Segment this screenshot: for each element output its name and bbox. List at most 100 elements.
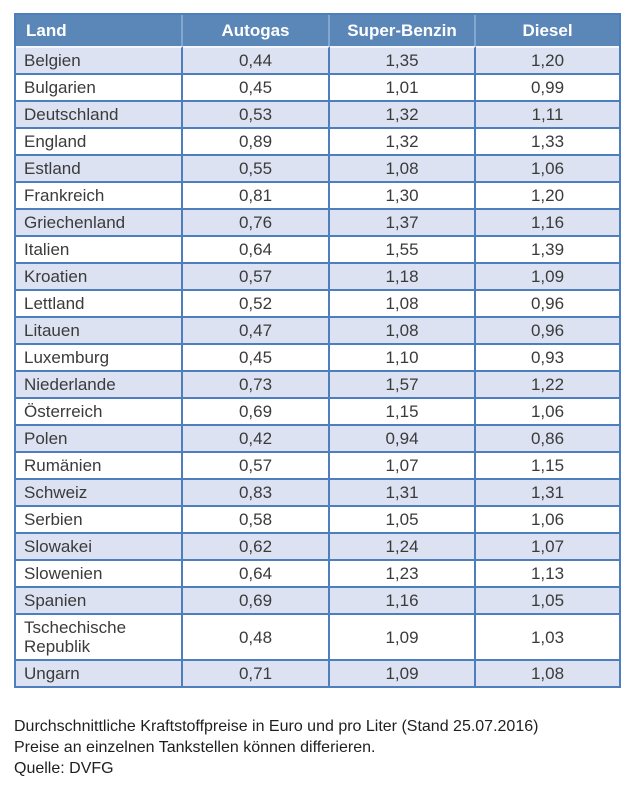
caption-line-title: Durchschnittliche Kraftstoffpreise in Eu… bbox=[14, 718, 539, 735]
cell-autogas: 0,45 bbox=[183, 73, 330, 100]
caption-line-note: Preise an einzelnen Tankstellen können d… bbox=[14, 739, 376, 756]
cell-super-benzin: 1,01 bbox=[330, 73, 476, 100]
cell-autogas: 0,57 bbox=[183, 451, 330, 478]
cell-autogas: 0,83 bbox=[183, 478, 330, 505]
table-row: Luxemburg 0,45 1,10 0,93 bbox=[16, 343, 619, 370]
cell-super-benzin: 1,35 bbox=[330, 46, 476, 73]
cell-super-benzin: 1,05 bbox=[330, 505, 476, 532]
cell-diesel: 1,13 bbox=[476, 559, 619, 586]
cell-autogas: 0,69 bbox=[183, 586, 330, 613]
cell-autogas: 0,44 bbox=[183, 46, 330, 73]
caption: Durchschnittliche Kraftstoffpreise in Eu… bbox=[14, 716, 538, 779]
fuel-price-table: Land Autogas Super-Benzin Diesel Belgien… bbox=[14, 13, 621, 688]
table-row: Italien 0,64 1,55 1,39 bbox=[16, 235, 619, 262]
column-header-diesel: Diesel bbox=[476, 15, 619, 46]
cell-land: Tschechische Republik bbox=[16, 613, 183, 659]
cell-autogas: 0,53 bbox=[183, 100, 330, 127]
header-row: Land Autogas Super-Benzin Diesel bbox=[16, 15, 619, 46]
table-row: Bulgarien 0,45 1,01 0,99 bbox=[16, 73, 619, 100]
cell-diesel: 1,08 bbox=[476, 659, 619, 686]
table-body: Belgien 0,44 1,35 1,20 Bulgarien 0,45 1,… bbox=[16, 46, 619, 686]
cell-super-benzin: 1,09 bbox=[330, 659, 476, 686]
table-row: Slowakei 0,62 1,24 1,07 bbox=[16, 532, 619, 559]
cell-land: Litauen bbox=[16, 316, 183, 343]
cell-autogas: 0,58 bbox=[183, 505, 330, 532]
table-row: Griechenland 0,76 1,37 1,16 bbox=[16, 208, 619, 235]
cell-diesel: 1,11 bbox=[476, 100, 619, 127]
cell-land: Rumänien bbox=[16, 451, 183, 478]
cell-land: Spanien bbox=[16, 586, 183, 613]
cell-super-benzin: 1,24 bbox=[330, 532, 476, 559]
cell-super-benzin: 1,07 bbox=[330, 451, 476, 478]
cell-diesel: 1,06 bbox=[476, 505, 619, 532]
table-row: Polen 0,42 0,94 0,86 bbox=[16, 424, 619, 451]
cell-diesel: 1,31 bbox=[476, 478, 619, 505]
table-row: Ungarn 0,71 1,09 1,08 bbox=[16, 659, 619, 686]
cell-diesel: 1,03 bbox=[476, 613, 619, 659]
cell-diesel: 1,09 bbox=[476, 262, 619, 289]
cell-super-benzin: 1,08 bbox=[330, 316, 476, 343]
table-row: Serbien 0,58 1,05 1,06 bbox=[16, 505, 619, 532]
cell-diesel: 1,39 bbox=[476, 235, 619, 262]
cell-land: Deutschland bbox=[16, 100, 183, 127]
cell-super-benzin: 0,94 bbox=[330, 424, 476, 451]
cell-super-benzin: 1,08 bbox=[330, 154, 476, 181]
cell-land: Italien bbox=[16, 235, 183, 262]
cell-diesel: 1,06 bbox=[476, 397, 619, 424]
cell-super-benzin: 1,23 bbox=[330, 559, 476, 586]
cell-land: Österreich bbox=[16, 397, 183, 424]
table-row: Schweiz 0,83 1,31 1,31 bbox=[16, 478, 619, 505]
cell-autogas: 0,71 bbox=[183, 659, 330, 686]
cell-autogas: 0,81 bbox=[183, 181, 330, 208]
cell-land: Belgien bbox=[16, 46, 183, 73]
cell-super-benzin: 1,15 bbox=[330, 397, 476, 424]
caption-line-source: Quelle: DVFG bbox=[14, 760, 114, 777]
cell-land: Serbien bbox=[16, 505, 183, 532]
cell-land: Slowakei bbox=[16, 532, 183, 559]
table-row: Spanien 0,69 1,16 1,05 bbox=[16, 586, 619, 613]
table-row: Rumänien 0,57 1,07 1,15 bbox=[16, 451, 619, 478]
cell-diesel: 1,06 bbox=[476, 154, 619, 181]
table-row: Tschechische Republik 0,48 1,09 1,03 bbox=[16, 613, 619, 659]
cell-autogas: 0,47 bbox=[183, 316, 330, 343]
cell-autogas: 0,64 bbox=[183, 235, 330, 262]
cell-autogas: 0,52 bbox=[183, 289, 330, 316]
table-row: England 0,89 1,32 1,33 bbox=[16, 127, 619, 154]
cell-diesel: 1,20 bbox=[476, 181, 619, 208]
cell-land: Polen bbox=[16, 424, 183, 451]
cell-land: Lettland bbox=[16, 289, 183, 316]
table-header: Land Autogas Super-Benzin Diesel bbox=[16, 15, 619, 46]
cell-land: Frankreich bbox=[16, 181, 183, 208]
cell-autogas: 0,57 bbox=[183, 262, 330, 289]
cell-autogas: 0,73 bbox=[183, 370, 330, 397]
column-header-autogas: Autogas bbox=[183, 15, 330, 46]
cell-land: Griechenland bbox=[16, 208, 183, 235]
table-row: Frankreich 0,81 1,30 1,20 bbox=[16, 181, 619, 208]
table-row: Litauen 0,47 1,08 0,96 bbox=[16, 316, 619, 343]
cell-land: Estland bbox=[16, 154, 183, 181]
cell-super-benzin: 1,16 bbox=[330, 586, 476, 613]
cell-autogas: 0,64 bbox=[183, 559, 330, 586]
cell-super-benzin: 1,31 bbox=[330, 478, 476, 505]
cell-super-benzin: 1,08 bbox=[330, 289, 476, 316]
cell-super-benzin: 1,30 bbox=[330, 181, 476, 208]
cell-super-benzin: 1,09 bbox=[330, 613, 476, 659]
cell-diesel: 0,96 bbox=[476, 289, 619, 316]
cell-autogas: 0,62 bbox=[183, 532, 330, 559]
table-row: Niederlande 0,73 1,57 1,22 bbox=[16, 370, 619, 397]
cell-land: England bbox=[16, 127, 183, 154]
cell-autogas: 0,48 bbox=[183, 613, 330, 659]
cell-land: Schweiz bbox=[16, 478, 183, 505]
cell-autogas: 0,89 bbox=[183, 127, 330, 154]
table-row: Belgien 0,44 1,35 1,20 bbox=[16, 46, 619, 73]
cell-autogas: 0,76 bbox=[183, 208, 330, 235]
table-row: Deutschland 0,53 1,32 1,11 bbox=[16, 100, 619, 127]
table-row: Lettland 0,52 1,08 0,96 bbox=[16, 289, 619, 316]
cell-diesel: 1,33 bbox=[476, 127, 619, 154]
cell-land: Luxemburg bbox=[16, 343, 183, 370]
cell-autogas: 0,69 bbox=[183, 397, 330, 424]
cell-autogas: 0,55 bbox=[183, 154, 330, 181]
column-header-super-benzin: Super-Benzin bbox=[330, 15, 476, 46]
cell-diesel: 1,05 bbox=[476, 586, 619, 613]
